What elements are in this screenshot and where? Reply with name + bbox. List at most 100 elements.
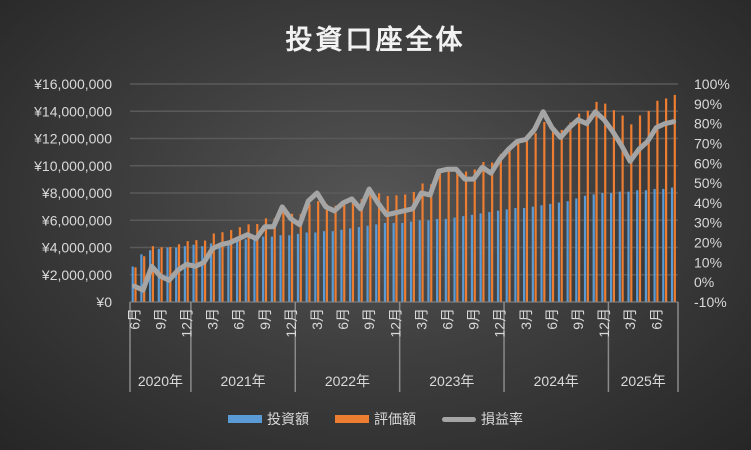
- bar-invest: [288, 235, 291, 302]
- bar-invest: [601, 193, 604, 302]
- legend-label: 評価額: [374, 412, 416, 428]
- legend-value: 評価額: [335, 409, 416, 429]
- bar-value: [377, 193, 381, 302]
- bar-value: [569, 122, 572, 302]
- bar-value: [430, 184, 433, 302]
- y-right-tick-label: 70%: [694, 135, 722, 151]
- bar-value: [525, 140, 529, 302]
- year-label: 2022年: [325, 373, 370, 389]
- bar-invest: [192, 244, 195, 302]
- y-right-tick-label: 40%: [694, 195, 722, 211]
- month-label: 12月: [596, 308, 612, 338]
- month-label: 9月: [361, 308, 377, 330]
- bar-value: [673, 94, 676, 303]
- y-right-tick-label: 30%: [694, 215, 722, 231]
- month-label: 9月: [466, 308, 482, 330]
- bar-value: [264, 218, 268, 302]
- legend-swatch-rate: [442, 416, 476, 422]
- bar-invest: [409, 221, 413, 302]
- bar-value: [212, 233, 215, 302]
- bar-invest: [235, 240, 239, 302]
- bar-invest: [505, 209, 508, 302]
- bar-invest: [583, 195, 587, 302]
- bar-invest: [636, 190, 639, 302]
- bar-value: [438, 172, 442, 302]
- month-label: 12月: [179, 308, 195, 338]
- bar-invest: [453, 217, 456, 302]
- bar-invest: [227, 242, 230, 302]
- bar-invest: [375, 224, 378, 302]
- month-label: 6月: [439, 308, 455, 330]
- bar-value: [203, 240, 207, 302]
- month-label: 3月: [413, 308, 429, 330]
- bar-invest: [653, 188, 656, 302]
- chart-title: 投資口座全体: [285, 25, 466, 56]
- bar-invest: [444, 218, 447, 302]
- bar-value: [143, 256, 146, 302]
- bar-value: [238, 227, 241, 302]
- legend-swatch-invest: [228, 415, 262, 423]
- bar-invest: [531, 206, 534, 302]
- y-right-tick-label: 80%: [694, 116, 722, 132]
- bar-value: [151, 246, 154, 302]
- bar-invest: [270, 236, 273, 302]
- legend-label: 損益率: [481, 412, 523, 428]
- bar-value: [534, 133, 537, 302]
- bar-invest: [496, 210, 500, 302]
- y-right-tick-label: -10%: [694, 294, 727, 310]
- bar-value: [560, 129, 563, 302]
- bar-invest: [462, 216, 465, 302]
- legend-rate: 損益率: [442, 409, 523, 429]
- year-label: 2023年: [429, 373, 474, 389]
- bar-invest: [357, 227, 360, 302]
- bar-invest: [627, 191, 630, 302]
- bar-value: [604, 103, 607, 303]
- y-right-tick-label: 90%: [694, 96, 722, 112]
- y-right-tick-label: 0%: [694, 274, 714, 290]
- month-label: 3月: [622, 308, 638, 330]
- bar-invest: [201, 246, 204, 302]
- bar-invest: [392, 222, 395, 302]
- month-label: 3月: [518, 308, 534, 330]
- month-label: 12月: [283, 308, 299, 338]
- bar-value: [595, 101, 598, 302]
- y-left-tick-label: ¥2,000,000: [41, 267, 112, 283]
- bar-value: [551, 127, 555, 302]
- month-label: 12月: [492, 308, 508, 338]
- bar-value: [247, 224, 250, 302]
- bar-value: [186, 241, 189, 302]
- bar-value: [656, 100, 659, 302]
- bar-value: [543, 122, 546, 302]
- bar-value: [464, 171, 468, 302]
- bar-value: [308, 204, 311, 302]
- bar-invest: [479, 213, 482, 302]
- bar-value: [412, 191, 415, 302]
- year-label: 2020年: [138, 373, 183, 389]
- bar-value: [221, 232, 224, 302]
- month-label: 6月: [544, 308, 560, 330]
- bar-invest: [218, 243, 221, 302]
- bar-invest: [349, 228, 352, 302]
- y-left-tick-label: ¥14,000,000: [33, 103, 112, 119]
- bar-invest: [488, 212, 491, 302]
- bar-invest: [296, 233, 300, 302]
- bar-value: [586, 110, 589, 302]
- legend-label: 投資額: [267, 412, 309, 428]
- bar-invest: [314, 232, 317, 302]
- bar-value: [517, 141, 520, 302]
- bar-invest: [575, 198, 578, 302]
- bar-value: [578, 113, 581, 302]
- bar-value: [473, 169, 476, 302]
- bar-value: [612, 110, 616, 302]
- line-rate: [131, 109, 677, 293]
- bar-invest: [427, 220, 430, 302]
- month-label: 3月: [309, 308, 325, 330]
- bar-invest: [418, 220, 421, 302]
- y-right-tick-label: 50%: [694, 175, 722, 191]
- bar-invest: [340, 229, 343, 302]
- bar-invest: [262, 236, 265, 302]
- month-label: 9月: [257, 308, 273, 330]
- bar-value: [621, 115, 624, 302]
- bar-value: [395, 195, 398, 302]
